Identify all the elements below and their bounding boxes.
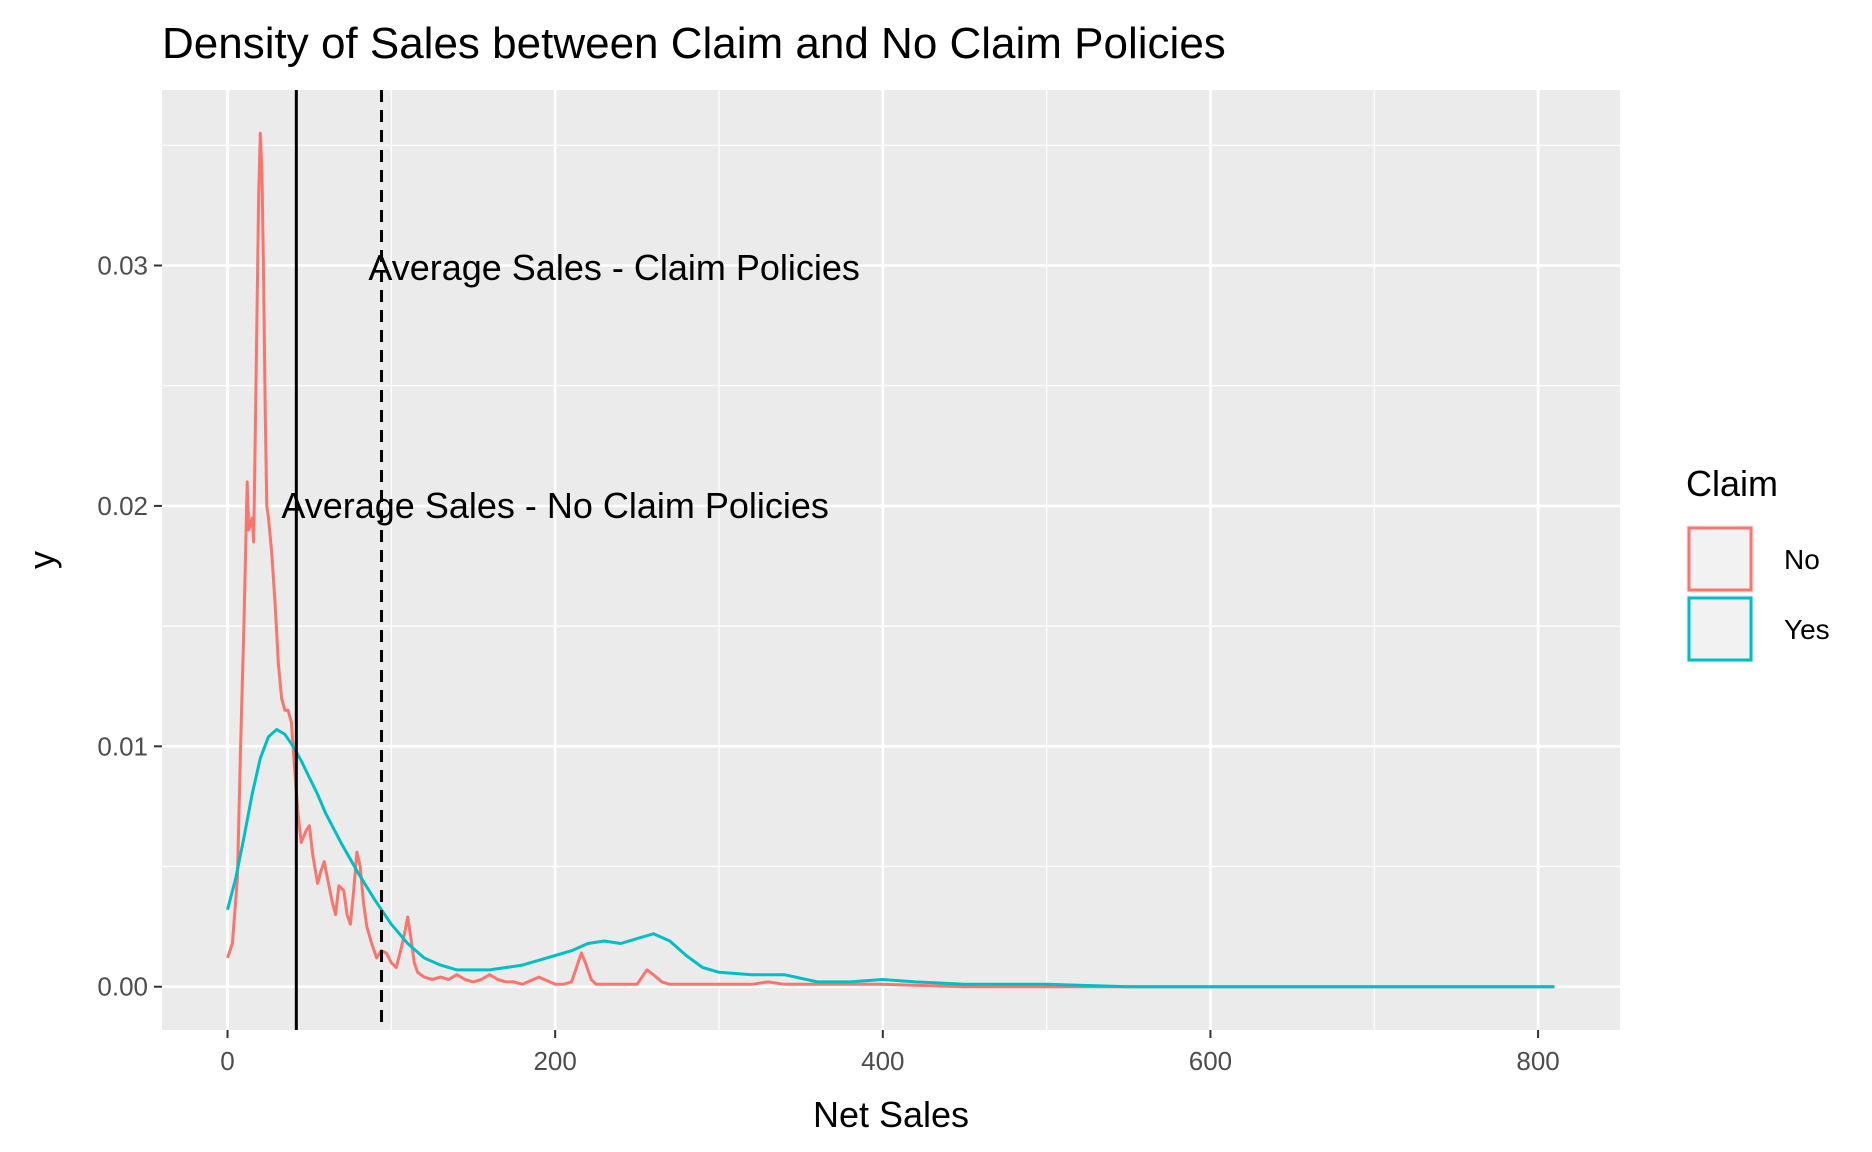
series-line-no <box>226 131 1555 989</box>
legend-key-background <box>1686 525 1754 593</box>
x-axis-title: Net Sales <box>813 1094 969 1135</box>
x-tick-label: 0 <box>220 1046 234 1076</box>
legend-label-yes: Yes <box>1784 614 1830 645</box>
legend: Claim No Yes <box>1686 463 1830 663</box>
y-tick-label: 0.02 <box>97 491 148 521</box>
annotation-label: Average Sales - No Claim Policies <box>281 485 829 526</box>
y-tick-label: 0.03 <box>97 250 148 280</box>
y-tick-label: 0.01 <box>97 731 148 761</box>
plot-panel <box>162 90 1620 1030</box>
axis-ticks: 0 200 400 600 800 0.00 0.01 0.02 0.03 <box>97 250 1559 1076</box>
legend-title: Claim <box>1686 463 1778 504</box>
y-axis-title: y <box>21 551 62 569</box>
legend-key-background <box>1686 595 1754 663</box>
average-lines <box>294 90 384 1030</box>
series-line-yes <box>226 728 1555 989</box>
annotation-label: Average Sales - Claim Policies <box>368 247 860 288</box>
y-tick-label: 0.00 <box>97 972 148 1002</box>
series-lines <box>226 131 1555 989</box>
chart-title: Density of Sales between Claim and No Cl… <box>162 19 1226 68</box>
x-tick-label: 800 <box>1516 1046 1559 1076</box>
x-tick-label: 600 <box>1189 1046 1232 1076</box>
x-tick-label: 200 <box>533 1046 576 1076</box>
x-tick-label: 400 <box>861 1046 904 1076</box>
annotations: Average Sales - Claim Policies Average Sa… <box>281 247 860 526</box>
legend-items: No Yes <box>1686 525 1830 663</box>
legend-key-no <box>1687 526 1753 592</box>
grid-lines <box>162 90 1620 1030</box>
legend-key-yes <box>1687 596 1753 662</box>
legend-label-no: No <box>1784 544 1820 575</box>
